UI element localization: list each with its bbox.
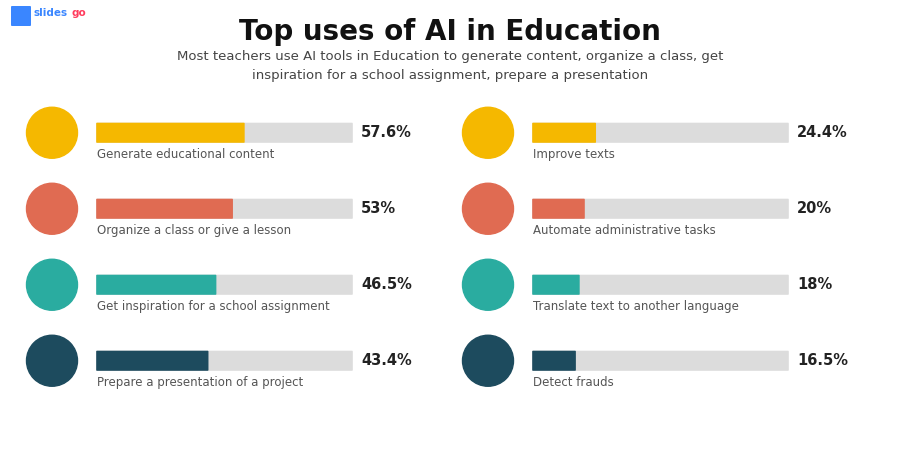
Circle shape [26, 107, 77, 158]
Text: 18%: 18% [797, 277, 832, 292]
Text: Most teachers use AI tools in Education to generate content, organize a class, g: Most teachers use AI tools in Education … [176, 50, 724, 81]
Text: 43.4%: 43.4% [361, 353, 411, 368]
FancyBboxPatch shape [96, 274, 216, 295]
Circle shape [463, 107, 514, 158]
Text: Organize a class or give a lesson: Organize a class or give a lesson [97, 224, 291, 237]
FancyBboxPatch shape [532, 123, 596, 143]
FancyBboxPatch shape [96, 123, 353, 143]
Circle shape [463, 259, 514, 310]
FancyBboxPatch shape [96, 123, 245, 143]
FancyBboxPatch shape [532, 199, 585, 219]
FancyBboxPatch shape [96, 274, 353, 295]
Text: Detect frauds: Detect frauds [533, 376, 614, 389]
Circle shape [463, 183, 514, 234]
Text: Translate text to another language: Translate text to another language [533, 300, 739, 313]
Text: Generate educational content: Generate educational content [97, 148, 274, 161]
FancyBboxPatch shape [532, 274, 580, 295]
FancyBboxPatch shape [96, 351, 209, 371]
Text: Get inspiration for a school assignment: Get inspiration for a school assignment [97, 300, 329, 313]
Text: 16.5%: 16.5% [797, 353, 848, 368]
Text: 24.4%: 24.4% [797, 125, 848, 140]
Circle shape [26, 183, 77, 234]
Text: 57.6%: 57.6% [361, 125, 412, 140]
FancyBboxPatch shape [532, 351, 788, 371]
Text: 20%: 20% [797, 201, 832, 216]
Text: Top uses of AI in Education: Top uses of AI in Education [239, 18, 661, 46]
FancyBboxPatch shape [96, 199, 233, 219]
FancyBboxPatch shape [96, 351, 353, 371]
Circle shape [26, 259, 77, 310]
Text: 46.5%: 46.5% [361, 277, 412, 292]
Circle shape [26, 335, 77, 386]
Text: go: go [72, 8, 86, 18]
FancyBboxPatch shape [11, 6, 31, 26]
Text: Automate administrative tasks: Automate administrative tasks [533, 224, 716, 237]
FancyBboxPatch shape [532, 123, 788, 143]
Text: 53%: 53% [361, 201, 396, 216]
Text: Prepare a presentation of a project: Prepare a presentation of a project [97, 376, 303, 389]
FancyBboxPatch shape [532, 351, 576, 371]
Text: slides: slides [34, 8, 68, 18]
FancyBboxPatch shape [532, 199, 788, 219]
Circle shape [463, 335, 514, 386]
FancyBboxPatch shape [532, 274, 788, 295]
FancyBboxPatch shape [96, 199, 353, 219]
Text: Improve texts: Improve texts [533, 148, 615, 161]
